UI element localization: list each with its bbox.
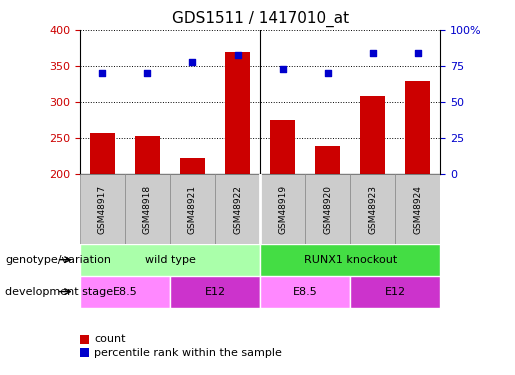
Bar [350,174,396,244]
Point [414,50,422,56]
Point [323,70,332,76]
Bar [215,174,260,244]
Text: count: count [94,334,126,344]
Text: E8.5: E8.5 [112,286,138,297]
Bar [396,174,440,244]
Point [143,70,151,76]
Bar [135,136,160,319]
Text: GSM48921: GSM48921 [188,184,197,234]
Bar [360,96,385,319]
Text: GSM48917: GSM48917 [98,184,107,234]
Bar [260,276,350,308]
Text: GSM48924: GSM48924 [414,184,422,234]
Bar [405,81,430,319]
Bar [260,174,305,244]
Bar [270,120,295,319]
Bar [90,132,115,319]
Text: GSM48918: GSM48918 [143,184,152,234]
Point [98,70,107,76]
Text: development stage: development stage [5,286,113,297]
Bar [125,174,170,244]
Point [233,51,242,57]
Text: GSM48920: GSM48920 [323,184,332,234]
Bar [260,244,440,276]
Text: genotype/variation: genotype/variation [5,255,111,265]
Text: E12: E12 [204,286,226,297]
Bar [315,146,340,319]
Point [188,59,197,65]
Text: wild type: wild type [145,255,195,265]
Bar [170,174,215,244]
Bar [80,276,170,308]
Bar [170,276,260,308]
Text: E12: E12 [385,286,406,297]
Text: percentile rank within the sample: percentile rank within the sample [94,348,282,357]
Text: GSM48919: GSM48919 [278,184,287,234]
Point [279,66,287,72]
Bar [180,159,205,319]
Text: GSM48923: GSM48923 [368,184,377,234]
Text: GSM48922: GSM48922 [233,184,242,234]
Title: GDS1511 / 1417010_at: GDS1511 / 1417010_at [171,11,349,27]
Point [369,50,377,56]
Text: E8.5: E8.5 [293,286,318,297]
Bar [350,276,440,308]
Bar [80,174,125,244]
Text: RUNX1 knockout: RUNX1 knockout [303,255,397,265]
Bar [225,52,250,319]
Bar [305,174,350,244]
Bar [80,244,260,276]
